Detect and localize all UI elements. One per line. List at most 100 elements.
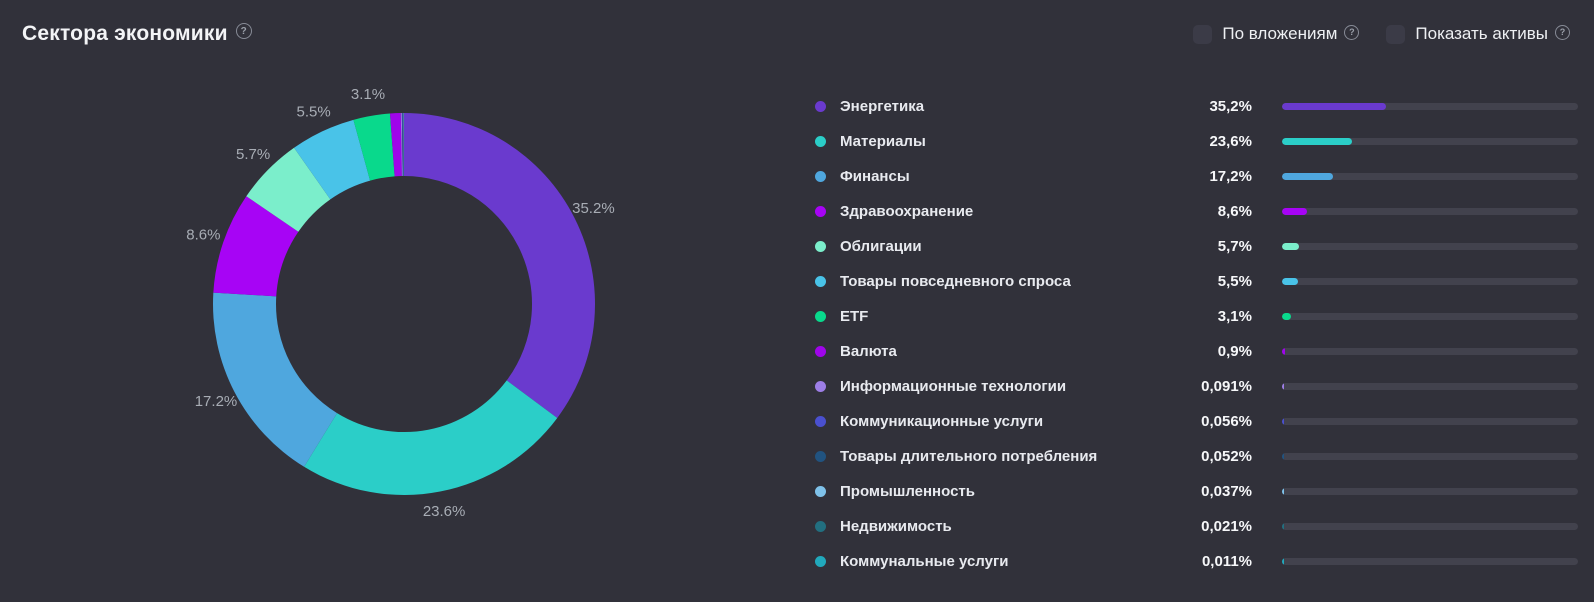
toggle-group: Показать активы ? [1386,24,1570,44]
toggle-group: По вложениям ? [1193,24,1360,44]
sector-bar-fill [1282,138,1352,145]
toggle-checkbox[interactable] [1193,24,1213,44]
sector-name: Коммуникационные услуги [840,413,1044,430]
sector-name: Коммунальные услуги [840,553,1009,570]
sector-name: Товары длительного потребления [840,448,1098,465]
legend-dot [815,171,826,182]
legend-dot [815,486,826,497]
sector-name: Промышленность [840,483,975,500]
sector-bar-fill [1282,103,1387,110]
legend-row[interactable]: Облигации 5,7% [815,229,1578,264]
sector-bar-track [1282,383,1578,390]
sector-name: Недвижимость [840,518,952,535]
toggle-bar: По вложениям ? Показать активы ? [1193,24,1570,44]
sector-bar-fill [1282,523,1284,530]
toggle-label: По вложениям [1222,24,1338,43]
sector-name: Энергетика [840,98,925,115]
sector-value: 0,056% [1201,413,1252,430]
sector-bar-track [1282,558,1578,565]
pie-slice[interactable] [402,113,404,176]
pie-slice[interactable] [401,113,404,177]
legend-dot [815,241,826,252]
legend-dot [815,206,826,217]
sector-name: Информационные технологии [840,378,1067,395]
pie-slice[interactable] [400,113,403,177]
sector-bar-track [1282,488,1578,495]
sector-value: 3,1% [1217,308,1252,325]
sector-value: 0,037% [1201,483,1252,500]
sector-value: 5,7% [1217,238,1252,255]
help-icon[interactable]: ? [235,23,252,39]
pie-slice[interactable] [390,113,402,177]
legend-row[interactable]: ETF 3,1% [815,299,1578,334]
pie-label: 8.6% [186,226,220,243]
sector-bar-fill [1282,488,1284,495]
title-wrap: Сектора экономики ? [22,22,252,46]
sector-bar-track [1282,418,1578,425]
help-icon[interactable]: ? [1555,24,1570,40]
page-title: Сектора экономики [22,22,228,45]
legend-row[interactable]: Коммуникационные услуги 0,056% [815,404,1578,439]
sector-bar-track [1282,523,1578,530]
sector-legend: Энергетика 35,2% Материалы 23,6% Финансы… [815,89,1578,579]
pie-slice[interactable] [246,147,331,232]
legend-row[interactable]: Коммунальные услуги 0,011% [815,544,1578,579]
legend-row[interactable]: Валюта 0,9% [815,334,1578,369]
sector-name: Товары повседневного спроса [840,273,1071,290]
legend-row[interactable]: Товары повседневного спроса 5,5% [815,264,1578,299]
legend-row[interactable]: Энергетика 35,2% [815,89,1578,124]
legend-dot [815,381,826,392]
sector-bar-track [1282,173,1578,180]
toggle-checkbox[interactable] [1386,24,1406,44]
pie-label: 5.7% [236,146,270,163]
pie-slice[interactable] [294,119,371,200]
pie-slice[interactable] [304,380,558,495]
legend-dot [815,136,826,147]
pie-label: 23.6% [423,503,466,520]
sector-name: Здравоохранение [840,203,974,220]
sector-value: 8,6% [1217,203,1252,220]
sector-bar-track [1282,453,1578,460]
sector-bar-fill [1282,173,1333,180]
widget-header: Сектора экономики ? По вложениям ? Показ… [0,0,1594,64]
sector-bar-track [1282,348,1578,355]
legend-row[interactable]: Промышленность 0,037% [815,474,1578,509]
sector-bar-track [1282,313,1578,320]
sector-name: ETF [840,308,869,325]
pie-slice[interactable] [403,112,404,176]
pie-slice[interactable] [353,113,395,181]
legend-dot [815,276,826,287]
legend-dot [815,346,826,357]
pie-slice[interactable] [404,113,595,418]
legend-row[interactable]: Информационные технологии 0,091% [815,369,1578,404]
legend-row[interactable]: Недвижимость 0,021% [815,509,1578,544]
sector-value: 0,052% [1201,448,1252,465]
sector-value: 0,021% [1201,518,1252,535]
sector-bar-fill [1282,453,1284,460]
pie-slice[interactable] [213,196,299,297]
legend-row[interactable]: Товары длительного потребления 0,052% [815,439,1578,474]
sector-value: 23,6% [1209,133,1252,150]
legend-dot [815,416,826,427]
sector-name: Финансы [840,168,910,185]
help-icon[interactable]: ? [1344,24,1360,40]
sector-bar-fill [1282,418,1284,425]
sector-bar-track [1282,278,1578,285]
pie-slice[interactable] [213,292,338,467]
sector-name: Облигации [840,238,922,255]
sector-value: 5,5% [1217,273,1252,290]
legend-row[interactable]: Финансы 17,2% [815,159,1578,194]
sector-bar-fill [1282,208,1308,215]
pie-label: 17.2% [195,393,238,410]
sector-bar-track [1282,208,1578,215]
sector-bar-fill [1282,558,1284,565]
sector-value: 17,2% [1209,168,1252,185]
legend-row[interactable]: Материалы 23,6% [815,124,1578,159]
toggle-label: Показать активы [1415,24,1548,43]
donut-chart: 35.2% 23.6% 17.2% 8.6% 5.7% 5.5% 3.1% [186,86,614,520]
sector-bar-fill [1282,313,1292,320]
sector-value: 0,091% [1201,378,1252,395]
legend-row[interactable]: Здравоохранение 8,6% [815,194,1578,229]
legend-dot [815,101,826,112]
legend-dot [815,311,826,322]
